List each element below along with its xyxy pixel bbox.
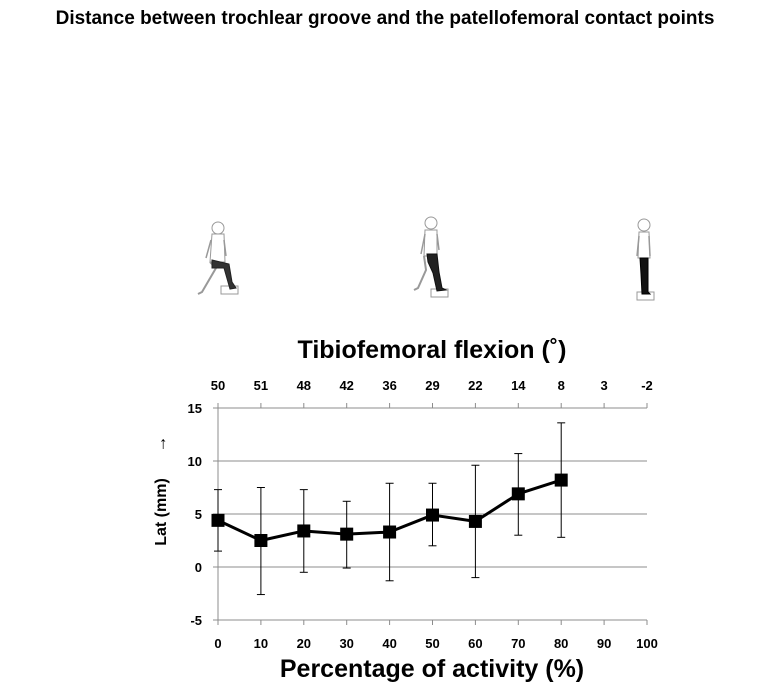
series xyxy=(211,422,568,596)
x2-tick-label: 29 xyxy=(425,378,439,393)
x-tick-label: 40 xyxy=(382,636,396,651)
x-tick-labels: 0 10 20 30 40 50 60 70 80 90 100 xyxy=(214,636,657,651)
y-tick-label: 15 xyxy=(188,401,202,416)
walking-step-figure-icon xyxy=(413,216,449,298)
x-tick-label: 20 xyxy=(297,636,311,651)
x2-tick-label: 3 xyxy=(600,378,607,393)
x2-tick-labels: 50 51 48 42 36 29 22 14 8 3 -2 xyxy=(211,378,653,393)
y-axis-direction-arrow: → xyxy=(151,436,170,453)
x-tick-label: 10 xyxy=(254,636,268,651)
chart-title: Distance between trochlear groove and th… xyxy=(56,8,715,29)
data-point-marker xyxy=(383,525,397,539)
y-tick-label: -5 xyxy=(190,613,202,628)
y-tick-label: 10 xyxy=(188,454,202,469)
data-point-marker xyxy=(511,487,525,501)
y-axis-title: Lat (mm) xyxy=(153,478,170,546)
x-tick-label: 30 xyxy=(339,636,353,651)
x2-tick-label: -2 xyxy=(641,378,653,393)
x-tick-label: 0 xyxy=(214,636,221,651)
x2-tick-label: 48 xyxy=(297,378,311,393)
x2-tick-label: 8 xyxy=(558,378,565,393)
data-point-marker xyxy=(554,473,568,487)
data-point-marker xyxy=(340,527,354,541)
y-tick-label: 0 xyxy=(195,560,202,575)
x2-tick-label: 50 xyxy=(211,378,225,393)
x-tick-label: 50 xyxy=(425,636,439,651)
y-tick-label: 5 xyxy=(195,507,202,522)
x-axis-title: Percentage of activity (%) xyxy=(280,655,584,683)
data-point-marker xyxy=(297,524,311,538)
x-tick-label: 60 xyxy=(468,636,482,651)
x-tick-label: 70 xyxy=(511,636,525,651)
data-point-marker xyxy=(426,508,439,522)
data-point-marker xyxy=(254,534,268,547)
x2-axis-title: Tibiofemoral flexion (˚) xyxy=(298,336,567,364)
y-tick-labels: 15 10 5 0 -5 xyxy=(188,401,202,628)
knee-flexion-figure-icon xyxy=(197,221,239,295)
data-point-marker xyxy=(468,514,482,528)
data-point-marker xyxy=(211,513,225,527)
x2-tick-label: 51 xyxy=(254,378,268,393)
x-tick-label: 80 xyxy=(554,636,568,651)
x-tick-label: 100 xyxy=(636,636,658,651)
x2-tick-label: 22 xyxy=(468,378,482,393)
standing-figure-icon xyxy=(636,218,655,301)
x2-tick-label: 14 xyxy=(511,378,526,393)
x2-tick-label: 42 xyxy=(339,378,353,393)
x2-tick-label: 36 xyxy=(382,378,396,393)
x-tick-label: 90 xyxy=(597,636,611,651)
